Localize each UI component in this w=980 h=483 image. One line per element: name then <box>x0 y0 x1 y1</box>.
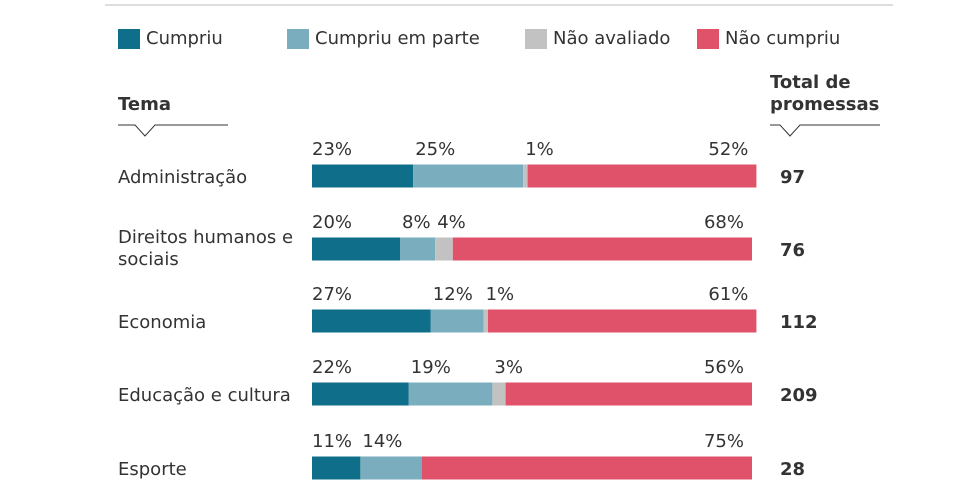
value-label: 1% <box>525 139 554 160</box>
value-label: 4% <box>437 212 466 233</box>
bar-segment <box>312 456 361 480</box>
value-label: 19% <box>411 357 451 378</box>
value-label: 68% <box>704 212 744 233</box>
legend-swatch <box>287 29 309 49</box>
legend-swatch <box>525 29 547 49</box>
value-label: 1% <box>486 284 515 305</box>
bar-segment <box>408 382 493 406</box>
total-value: 28 <box>780 459 805 480</box>
bar-segment <box>435 237 453 261</box>
legend-label: Cumpriu <box>146 28 223 49</box>
value-label: 75% <box>704 431 744 452</box>
value-label: 56% <box>704 357 744 378</box>
bar-segment <box>492 382 506 406</box>
bar-segment <box>483 309 488 333</box>
total-value: 112 <box>780 312 818 333</box>
value-label: 14% <box>362 431 402 452</box>
bar-segment <box>523 164 528 188</box>
value-label: 22% <box>312 357 352 378</box>
bar-segment <box>400 237 436 261</box>
value-label: 52% <box>708 139 748 160</box>
bar-segment <box>413 164 524 188</box>
legend-swatch <box>118 29 140 49</box>
total-header-rule <box>770 124 880 137</box>
bar-segment <box>452 237 752 261</box>
category-label: Esporte <box>118 459 187 480</box>
bar-segment <box>312 237 400 261</box>
legend-label: Não avaliado <box>553 28 670 49</box>
value-label: 25% <box>415 139 455 160</box>
value-label: 20% <box>312 212 352 233</box>
value-label: 61% <box>708 284 748 305</box>
total-header: Total de promessas <box>770 72 879 115</box>
bar-segment <box>527 164 757 188</box>
value-label: 11% <box>312 431 352 452</box>
value-label: 12% <box>433 284 473 305</box>
category-label: Economia <box>118 312 206 333</box>
total-value: 97 <box>780 167 805 188</box>
bar-segment <box>422 456 752 480</box>
bar-segment <box>312 382 409 406</box>
value-label: 8% <box>402 212 431 233</box>
category-label: Administração <box>118 167 247 188</box>
total-value: 76 <box>780 240 805 261</box>
bar-segment <box>430 309 484 333</box>
category-label: Direitos humanos e sociais <box>118 227 299 270</box>
legend-label: Cumpriu em parte <box>315 28 480 49</box>
value-label: 27% <box>312 284 352 305</box>
legend-label: Não cumpriu <box>725 28 840 49</box>
header-rule <box>118 124 228 137</box>
total-value: 209 <box>780 385 818 406</box>
value-label: 23% <box>312 139 352 160</box>
category-label: Educação e cultura <box>118 385 291 406</box>
bar-segment <box>505 382 752 406</box>
bar-segment <box>312 164 414 188</box>
bar-segment <box>488 309 757 333</box>
value-label: 3% <box>494 357 523 378</box>
bar-segment <box>360 456 422 480</box>
bar-segment <box>312 309 431 333</box>
category-header: Tema <box>118 94 171 115</box>
legend-swatch <box>697 29 719 49</box>
